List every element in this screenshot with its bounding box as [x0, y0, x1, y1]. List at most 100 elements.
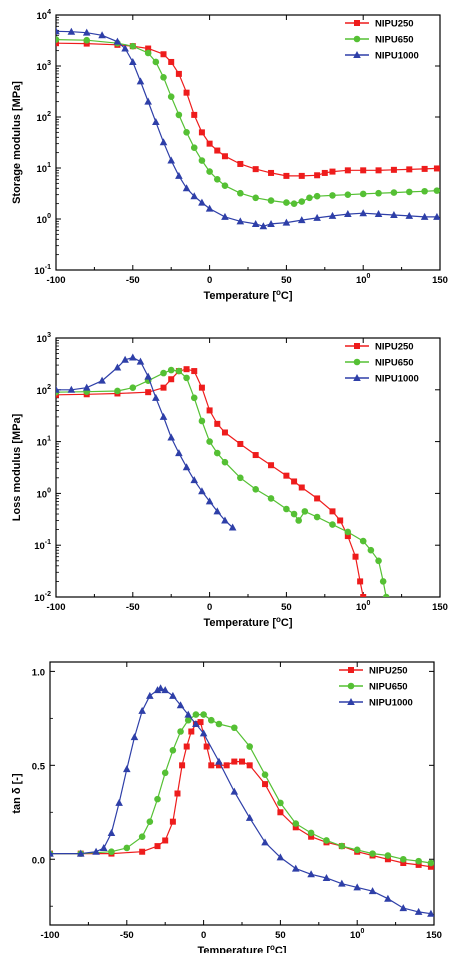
nipu1000-point [267, 219, 275, 227]
nipu1000-point [56, 27, 60, 35]
nipu650-point [160, 74, 167, 81]
nipu1000-point [98, 31, 106, 39]
nipu250-point [314, 495, 321, 502]
nipu1000-point [198, 198, 206, 206]
y-tick-label: 10-2 [34, 591, 51, 604]
nipu250-legend-point [354, 343, 360, 349]
nipu250-point [252, 166, 259, 173]
nipu250-point [139, 848, 146, 855]
nipu250-line [50, 721, 431, 868]
nipu1000-point [161, 686, 169, 694]
nipu250-point [337, 517, 344, 524]
nipu650-point [382, 593, 390, 597]
legend-label: NIPU1000 [375, 51, 419, 62]
nipu250-legend-point [348, 667, 354, 673]
nipu1000-point [121, 355, 129, 363]
x-tick-label: 50 [281, 275, 292, 286]
nipu1000-line [56, 356, 234, 528]
nipu1000-point [159, 138, 168, 146]
y-tick-label: 100 [37, 213, 52, 226]
nipu250-point [329, 508, 336, 515]
nipu1000-point [221, 516, 229, 524]
chart-panel-2: -100 -50 0 50 100 150 10-2 10-1 100 101 102 103 Temp… [11, 332, 448, 629]
nipu650-point [190, 394, 198, 402]
x-tick-label: -100 [46, 602, 65, 613]
legend-label: NIPU250 [375, 19, 414, 30]
nipu250-point [206, 140, 213, 147]
nipu1000-point [236, 217, 245, 225]
nipu1000-point [152, 117, 160, 125]
nipu650-markers [56, 366, 390, 597]
nipu650-point [190, 144, 198, 152]
nipu250-point [237, 440, 244, 447]
nipu650-point [267, 495, 275, 502]
nipu250-point [214, 147, 221, 154]
nipu1000-point [159, 412, 168, 420]
nipu1000-point [374, 210, 383, 218]
nipu1000-point [184, 710, 193, 718]
nipu1000-point [368, 887, 377, 895]
y-axis: 10-1 100 101 102 103 104 [34, 9, 440, 277]
nipu250-point [231, 758, 238, 765]
x-tick-label: 0 [201, 930, 206, 941]
nipu650-point [261, 771, 269, 779]
nipu650-point [415, 857, 422, 865]
nipu1000-point [152, 393, 160, 401]
nipu650-point [183, 129, 190, 136]
nipu650-point [206, 168, 213, 175]
nipu250-point [262, 781, 269, 788]
nipu250-point [175, 70, 182, 77]
legend: NIPU250 NIPU650 NIPU1000 [345, 19, 419, 62]
nipu250-point [174, 790, 181, 797]
nipu650-point [252, 194, 259, 202]
nipu250-point [329, 168, 336, 175]
nipu1000-point [176, 701, 185, 709]
nipu250-point [400, 860, 407, 867]
nipu650-markers [50, 711, 434, 867]
nipu250-point [421, 165, 428, 172]
nipu650-legend-point [347, 682, 355, 690]
series-layer [56, 353, 390, 597]
nipu250-point [321, 169, 328, 176]
nipu1000-point [156, 684, 165, 692]
nipu650-point [83, 36, 91, 44]
nipu1000-point [384, 894, 392, 902]
nipu250-point [308, 833, 315, 840]
nipu1000-point [56, 385, 60, 393]
nipu650-point [375, 189, 382, 197]
nipu1000-markers [50, 684, 434, 917]
nipu250-point [375, 167, 382, 174]
legend-label: NIPU250 [369, 666, 408, 677]
nipu250-point [268, 462, 275, 469]
nipu250-point [427, 863, 434, 870]
nipu250-line [56, 368, 364, 597]
nipu650-point [154, 795, 161, 803]
nipu250-point [188, 728, 195, 735]
nipu650-point [252, 485, 259, 493]
nipu650-point [161, 769, 169, 777]
x-tick-label: 50 [275, 930, 286, 941]
nipu250-point [183, 366, 190, 373]
nipu250-point [56, 40, 59, 47]
nipu650-point [344, 528, 352, 536]
nipu650-point [338, 842, 346, 850]
legend-label: NIPU650 [375, 358, 414, 369]
y-tick-label: 104 [37, 9, 52, 22]
nipu1000-point [282, 218, 291, 226]
nipu250-point [406, 166, 413, 173]
nipu250-point [246, 762, 253, 769]
nipu650-point [114, 387, 121, 395]
x-axis-title: Temperature [oC] [203, 288, 292, 302]
y-tick-label: 101 [37, 436, 52, 449]
nipu1000-point [67, 27, 76, 35]
nipu1000-point [228, 523, 237, 531]
y-axis: 0.0 0.5 1.0 [32, 667, 434, 907]
nipu1000-point [313, 213, 321, 221]
nipu250-point [203, 743, 210, 750]
nipu650-point [169, 746, 177, 754]
nipu1000-markers [56, 353, 237, 531]
nipu250-point [415, 861, 422, 868]
nipu650-point [175, 111, 183, 119]
nipu250-legend-point [354, 20, 360, 26]
